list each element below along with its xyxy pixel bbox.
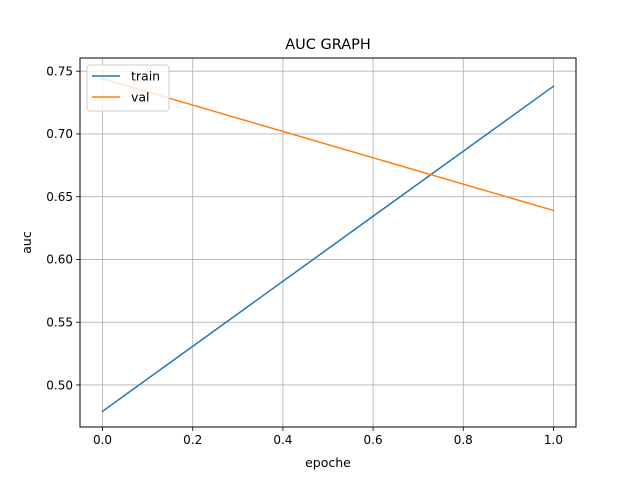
legend-label-val: val [131,90,150,105]
x-tick-label: 0.2 [183,433,202,447]
x-tick-label: 0.0 [93,433,112,447]
y-tick-label: 0.50 [46,378,73,392]
x-axis-label: epoche [305,455,351,470]
y-tick-label: 0.60 [46,253,73,267]
y-axis-label: auc [19,231,34,254]
series-lines [101,77,555,413]
y-tick-label: 0.65 [46,190,73,204]
legend-label-train: train [131,69,160,84]
axis-ticks: 0.0 0.2 0.4 0.6 0.8 1.0 0.50 0.55 0.60 0.65 0.70 0.… [46,64,563,447]
legend: train val [86,64,170,112]
x-tick-label: 0.4 [273,433,292,447]
y-tick-label: 0.55 [46,315,73,329]
x-tick-label: 0.6 [364,433,383,447]
chart-title: AUC GRAPH [285,37,371,53]
y-tick-label: 0.70 [46,127,73,141]
series-line-train [101,85,555,413]
series-line-val [101,77,555,212]
plot-area [80,58,576,427]
grid-lines [80,58,576,427]
y-tick-label: 0.75 [46,64,73,78]
x-tick-label: 0.8 [454,433,473,447]
x-tick-label: 1.0 [544,433,563,447]
plot-frame [79,57,577,428]
